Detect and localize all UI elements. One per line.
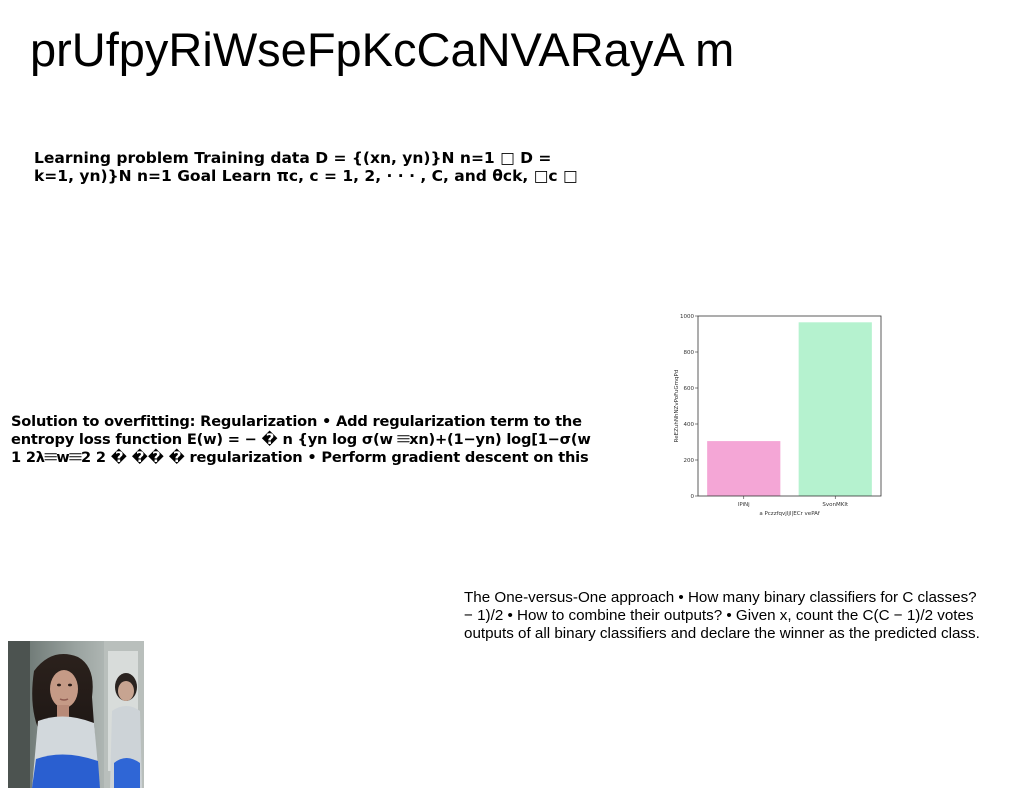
x-tick-label: lPiNj — [738, 502, 750, 508]
text-line: − 1)/2 • How to combine their outputs? •… — [464, 607, 974, 624]
text-line: Learning problem Training data D = {(xn,… — [34, 149, 552, 167]
y-tick-label: 200 — [684, 458, 695, 464]
bar — [707, 441, 781, 496]
text-line: entropy loss function E(w) = − � n {yn l… — [11, 431, 591, 448]
bar-chart: lPiNj SvonMKIt 0 200 400 600 800 1000 a Pczzfqvj… — [670, 310, 890, 522]
learning-problem-text: Learning problem Training data D = {(xn,… — [34, 149, 614, 185]
y-tick-label: 0 — [691, 494, 695, 500]
y-tick-label: 800 — [684, 350, 695, 356]
text-line: Solution to overfitting: Regularization … — [11, 413, 582, 430]
text-line: 1 2λ𝄘w𝄘2 2 � �� � regularization • Perfo… — [11, 449, 589, 466]
y-tick-label: 600 — [684, 386, 695, 392]
portrait-photo — [8, 641, 144, 788]
bar-chart-svg: lPiNj SvonMKIt 0 200 400 600 800 1000 a Pczzfqvj… — [674, 314, 882, 517]
x-axis-label: a Pczzfqvjljl|ECr vePAf — [759, 511, 820, 517]
page-title: prUfpyRiWseFpKcCaNVARayA m — [30, 23, 735, 76]
regularization-text: Solution to overfitting: Regularization … — [11, 413, 611, 467]
bar — [798, 322, 872, 496]
y-axis-label: ReEZuhNhNZvPoFuGmqPd — [674, 370, 680, 443]
portrait-photo-image — [8, 641, 144, 788]
plot-frame — [697, 315, 882, 497]
x-tick-label: SvonMKIt — [822, 502, 849, 508]
one-vs-one-text: The One-versus-One approach • How many b… — [464, 589, 1020, 643]
y-tick-label: 400 — [684, 422, 695, 428]
text-line: The One-versus-One approach • How many b… — [464, 589, 977, 606]
text-line: outputs of all binary classifiers and de… — [464, 625, 980, 642]
text-line: k=1, yn)}N n=1 Goal Learn πc, c = 1, 2, … — [34, 167, 578, 185]
y-tick-label: 1000 — [680, 314, 694, 320]
